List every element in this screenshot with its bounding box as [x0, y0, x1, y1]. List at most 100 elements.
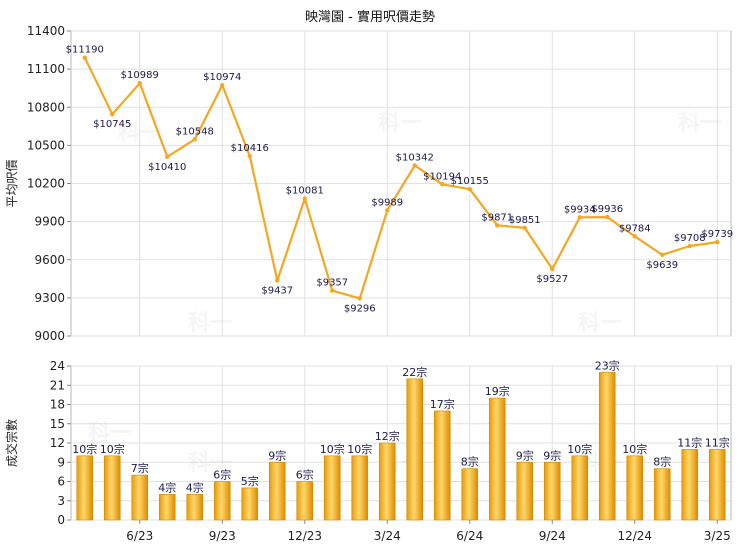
price-data-label: $10974	[203, 72, 241, 83]
volume-bar	[351, 455, 369, 521]
price-point	[687, 243, 692, 249]
price-data-label: $9357	[316, 278, 348, 289]
volume-y-tick-label: 6	[57, 475, 65, 489]
price-data-label: $10155	[451, 176, 489, 187]
x-tick-label: 9/23	[209, 529, 236, 543]
price-data-label: $9639	[646, 260, 678, 271]
price-point	[275, 278, 280, 283]
volume-data-label: 22宗	[402, 365, 427, 379]
watermark-text: 科一	[678, 111, 722, 136]
price-data-label: $9784	[619, 223, 651, 234]
price-data-label: $9851	[509, 215, 541, 226]
volume-data-label: 6宗	[296, 468, 314, 482]
price-point	[165, 154, 170, 160]
x-tick-label: 12/24	[617, 529, 652, 543]
volume-bar	[543, 461, 561, 521]
price-point	[247, 153, 252, 159]
volume-bar	[296, 481, 314, 521]
price-line-series	[83, 57, 718, 300]
price-data-label: $9437	[261, 285, 293, 296]
price-point	[632, 234, 637, 239]
volume-y-axis-label: 成交宗數	[4, 419, 19, 467]
price-point	[357, 296, 362, 301]
price-data-label: $10410	[148, 162, 186, 173]
x-tick-label: 6/23	[126, 529, 153, 543]
x-tick-label: 3/25	[704, 529, 731, 543]
price-y-tick-label: 10800	[27, 100, 65, 114]
volume-data-label: 4宗	[158, 480, 176, 494]
volume-bar	[461, 468, 479, 521]
price-data-label: $9936	[591, 204, 623, 215]
volume-data-label: 6宗	[213, 468, 231, 482]
volume-y-tick-label: 18	[50, 398, 65, 412]
volume-bar	[76, 455, 94, 521]
volume-data-label: 8宗	[461, 455, 479, 469]
price-point	[82, 55, 87, 60]
price-point	[192, 137, 197, 142]
price-point	[330, 288, 335, 293]
volume-data-label: 9宗	[516, 448, 534, 462]
price-point	[605, 214, 610, 220]
volume-bar	[653, 468, 671, 521]
volume-bar	[433, 410, 451, 521]
volume-bar	[268, 461, 286, 521]
price-y-tick-label: 11100	[27, 62, 65, 76]
volume-data-label: 9宗	[268, 448, 286, 462]
volume-data-label: 10宗	[320, 442, 345, 456]
watermark-text: 科一	[378, 111, 422, 136]
price-plot-area: 9000 9300 9600 9900 10200 10500 10800 11100 1140…	[5, 24, 733, 343]
volume-bar	[406, 378, 424, 521]
price-y-tick-label: 9300	[34, 291, 65, 305]
price-data-label: $10081	[286, 186, 324, 197]
volume-bar	[516, 461, 534, 521]
volume-bar	[241, 487, 259, 521]
volume-bar	[158, 494, 176, 521]
x-tick-label: 9/24	[539, 529, 566, 543]
volume-y-tick-label: 0	[57, 513, 65, 527]
price-y-tick-label: 10500	[27, 138, 65, 152]
volume-data-label: 11宗	[705, 435, 730, 449]
price-point	[220, 82, 225, 88]
volume-data-label: 19宗	[485, 384, 510, 398]
price-y-tick-label: 11400	[27, 24, 65, 38]
watermark-text: 科一	[188, 311, 232, 336]
volume-y-tick-label: 15	[50, 417, 65, 431]
volume-data-label: 10宗	[567, 442, 592, 456]
volume-data-label: 10宗	[100, 442, 125, 456]
volume-bar	[103, 455, 121, 521]
volume-bar	[571, 455, 589, 521]
price-data-label: $9989	[371, 197, 403, 208]
volume-data-label: 5宗	[241, 474, 259, 488]
volume-y-tick-label: 24	[50, 359, 65, 373]
volume-y-tick-label: 9	[57, 455, 65, 469]
price-data-label: $10416	[231, 143, 269, 154]
x-tick-label: 3/24	[374, 529, 401, 543]
price-point	[137, 81, 142, 86]
volume-bar	[681, 449, 699, 521]
price-y-tick-label: 9000	[34, 329, 65, 343]
volume-plot-area: 03691215182124成交宗數科一科一科一科一10宗10宗7宗4宗4宗6宗…	[4, 358, 732, 543]
volume-bar	[213, 481, 231, 521]
price-point	[110, 112, 115, 117]
volume-data-label: 9宗	[543, 448, 561, 462]
price-data-label: $9739	[701, 229, 733, 240]
volume-data-label: 12宗	[375, 429, 400, 443]
price-point	[467, 187, 472, 192]
price-point	[550, 266, 555, 272]
price-data-label: $9527	[536, 274, 568, 285]
volume-bar	[131, 474, 149, 521]
price-point	[440, 182, 445, 187]
volume-data-label: 11宗	[677, 435, 702, 449]
price-y-tick-label: 9900	[34, 215, 65, 229]
price-data-label: $10194	[423, 171, 461, 182]
volume-bar	[598, 372, 616, 521]
price-data-label: $10342	[396, 152, 434, 163]
watermark-text: 科一	[188, 451, 232, 476]
volume-bar	[626, 455, 644, 521]
price-data-label: $10989	[121, 70, 159, 81]
volume-y-tick-label: 12	[50, 436, 65, 450]
price-point	[495, 223, 500, 228]
volume-data-label: 7宗	[131, 461, 149, 475]
